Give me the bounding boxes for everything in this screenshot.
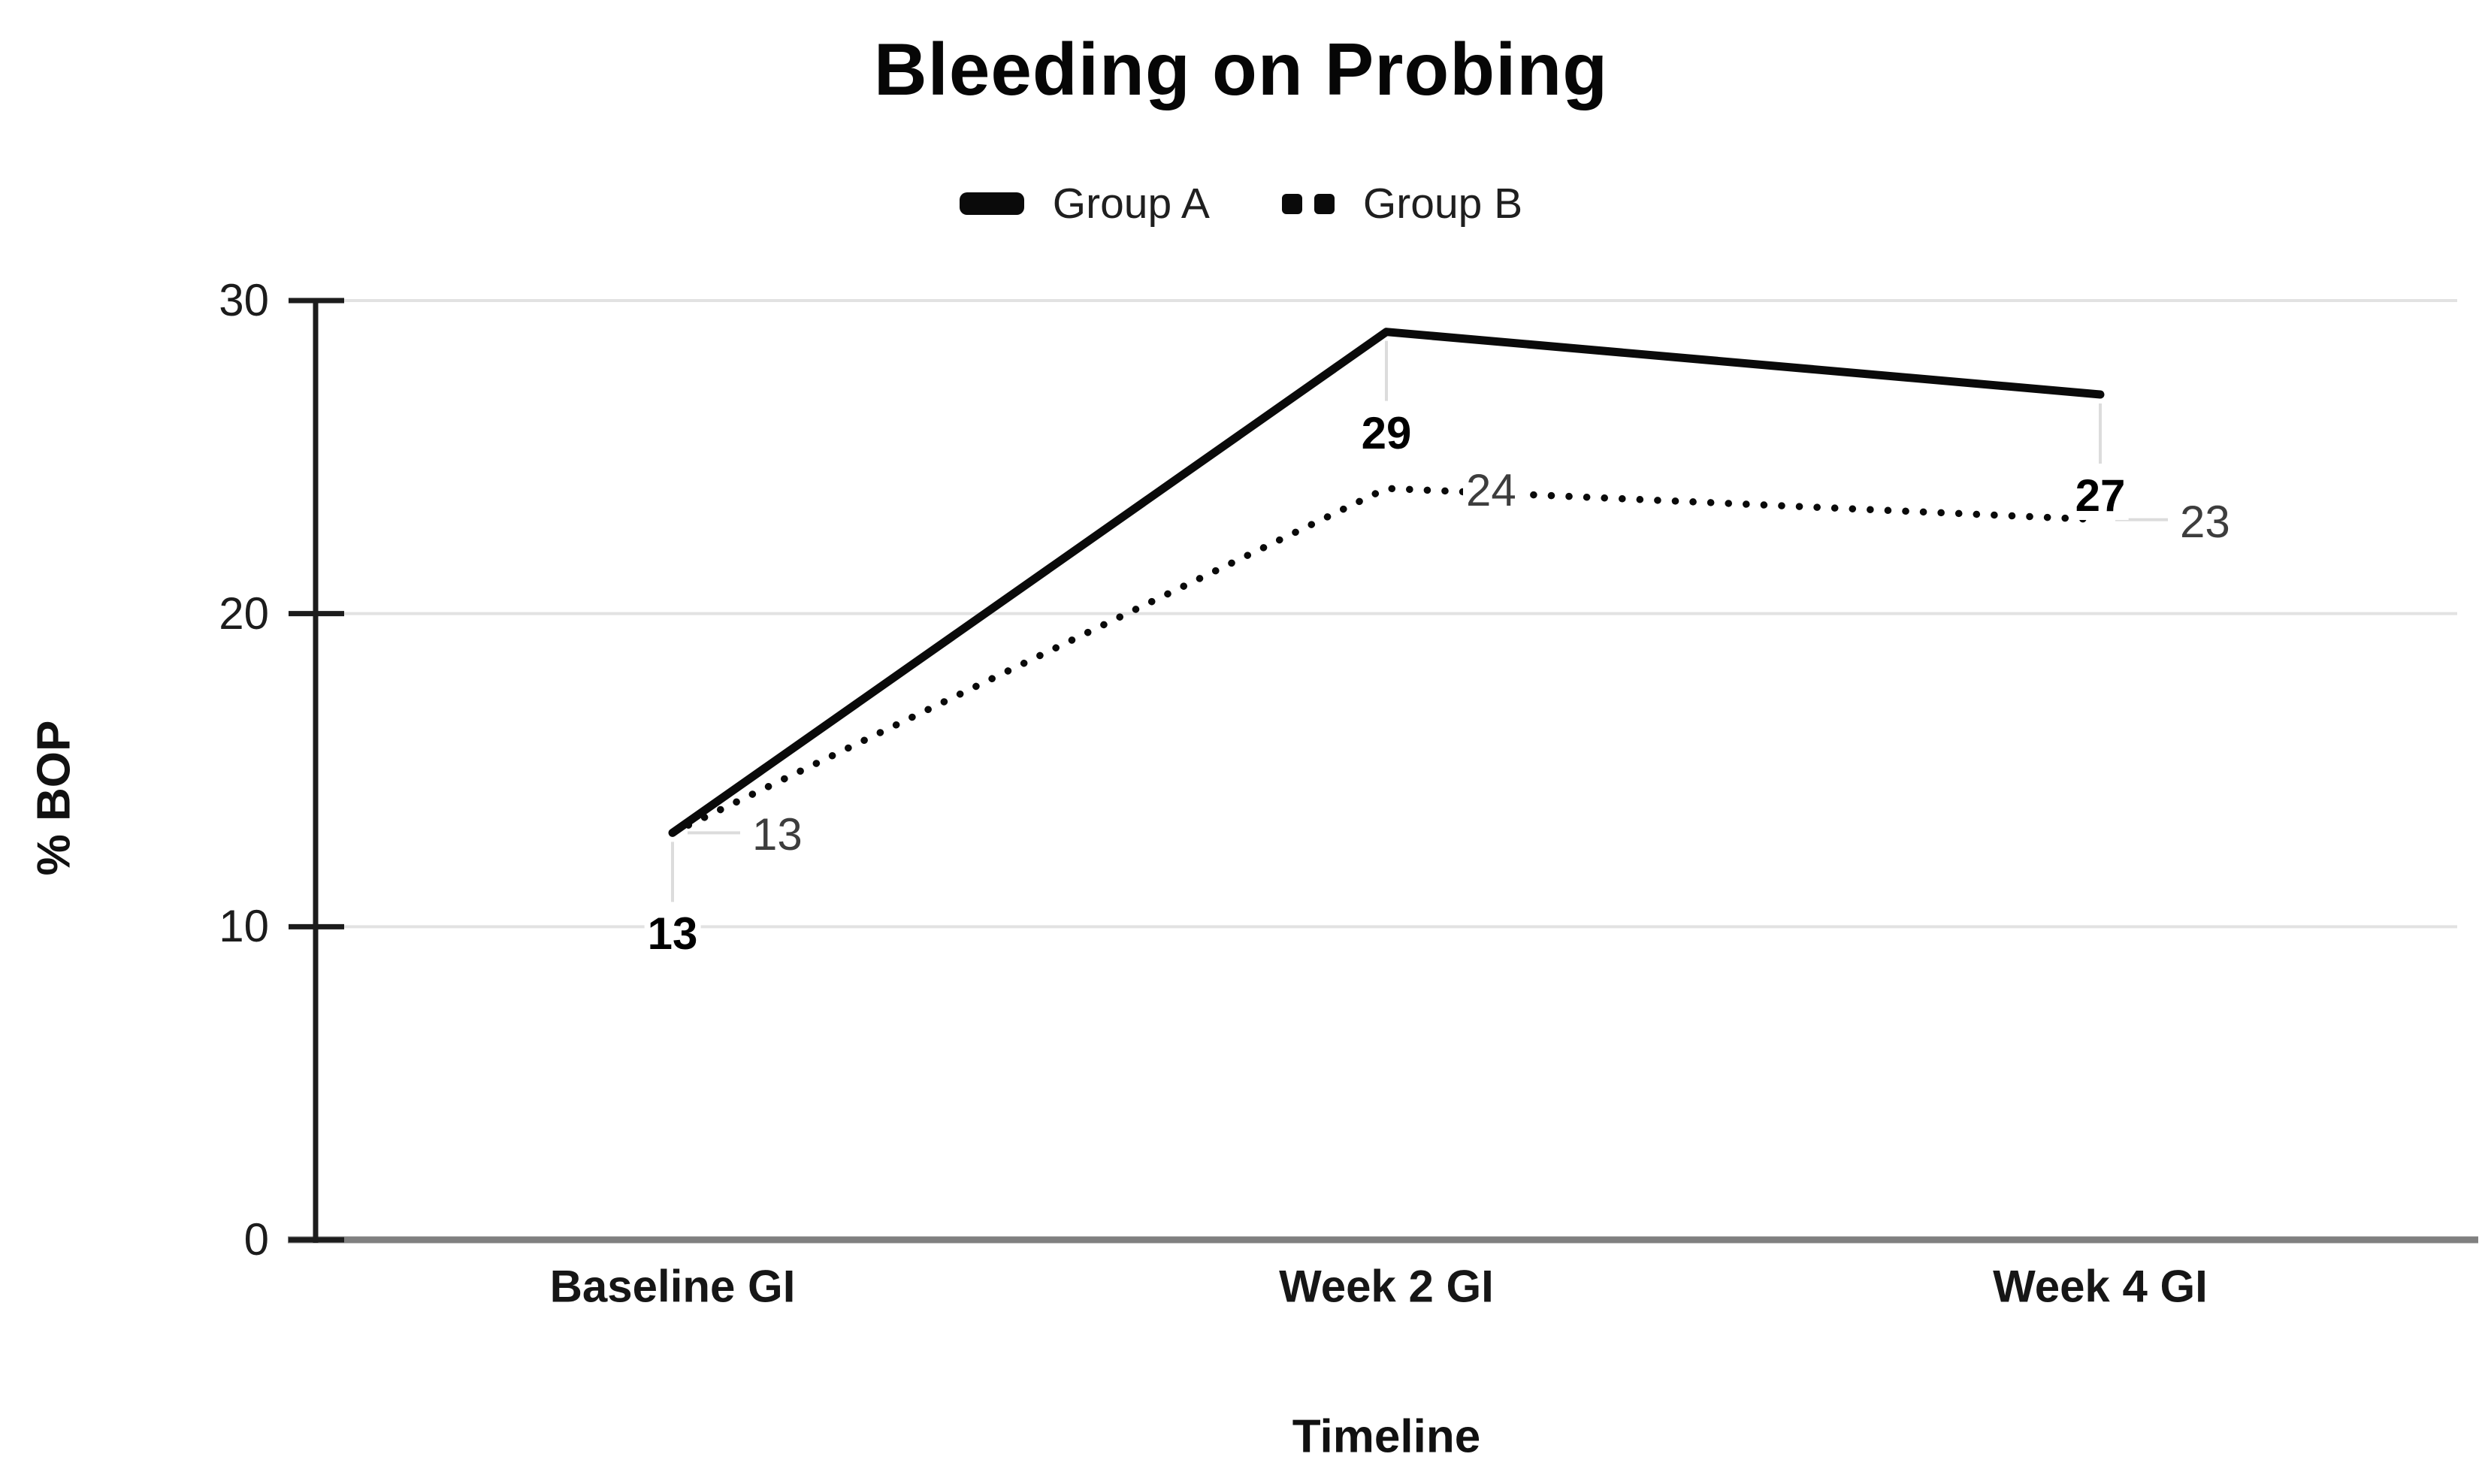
legend-label-group-a: Group A (1052, 180, 1210, 228)
data-label-group-b: 13 (749, 811, 806, 860)
y-tick-label: 30 (219, 275, 269, 325)
dotted-line-swatch-icon (1281, 193, 1335, 214)
data-label-group-a: 27 (2072, 472, 2129, 520)
legend: Group A Group B (0, 179, 2482, 228)
y-tick-label: 10 (219, 901, 269, 952)
chart-title: Bleeding on Probing (873, 28, 1609, 110)
legend-item-group-a: Group A (959, 179, 1210, 228)
x-category-label: Week 4 GI (1993, 1261, 2208, 1312)
data-label-group-b: 23 (2177, 497, 2233, 546)
legend-item-group-b: Group B (1281, 179, 1523, 228)
x-axis-title: Timeline (1292, 1410, 1481, 1463)
solid-line-swatch-icon (959, 192, 1024, 215)
legend-label-group-b: Group B (1362, 180, 1523, 228)
y-tick-label: 0 (243, 1214, 269, 1265)
data-label-group-b: 24 (1463, 467, 1519, 515)
series-line-group-b (669, 485, 2104, 837)
x-category-label: Baseline GI (549, 1261, 796, 1312)
data-label-group-a: 29 (1358, 409, 1415, 458)
y-tick-label: 20 (219, 588, 269, 639)
x-category-label: Week 2 GI (1279, 1261, 1494, 1312)
series-line-group-a (668, 328, 2105, 837)
data-label-group-a: 13 (644, 910, 701, 959)
